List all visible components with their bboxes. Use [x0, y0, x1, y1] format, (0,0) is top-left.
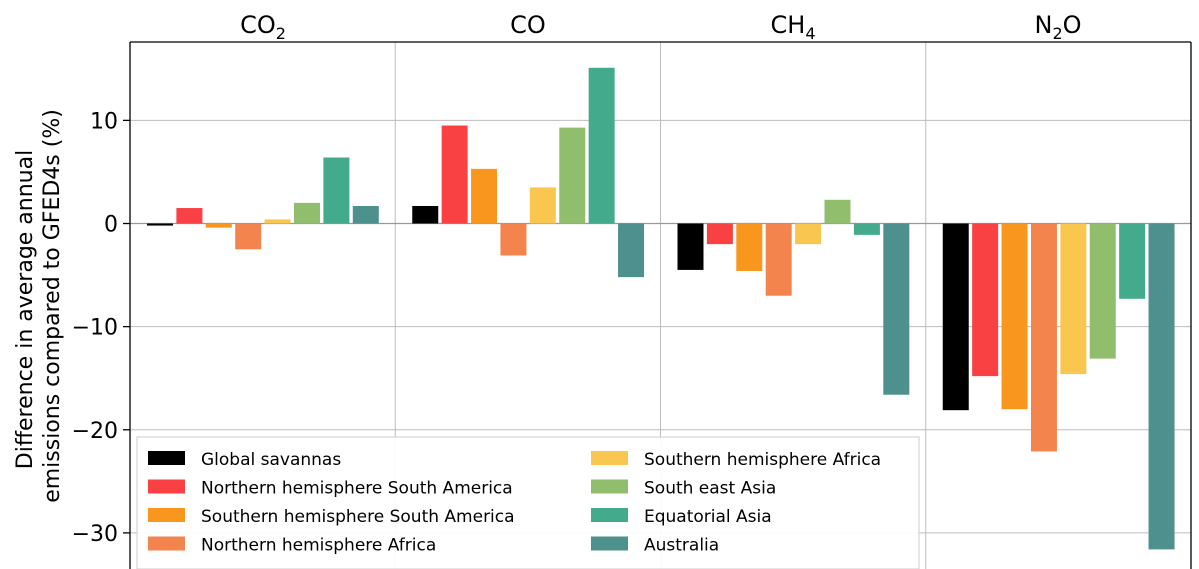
bar — [972, 223, 999, 377]
y-tick-label: −30 — [72, 522, 118, 547]
legend-swatch — [591, 451, 628, 465]
bar — [559, 127, 586, 224]
bar — [883, 223, 910, 395]
bar — [147, 223, 173, 226]
bar — [942, 223, 969, 411]
legend-label: South east Asia — [644, 479, 776, 499]
bar — [618, 223, 645, 278]
bar — [352, 205, 379, 224]
legend-label: Australia — [644, 536, 719, 556]
legend-label: Southern hemisphere Africa — [644, 450, 881, 470]
y-tick-label: −10 — [72, 316, 118, 341]
legend-label: Northern hemisphere Africa — [201, 536, 436, 556]
bar — [471, 168, 498, 224]
bar — [795, 223, 822, 245]
bar — [706, 223, 733, 245]
bar — [765, 223, 792, 296]
y-ticks-layer: 10 0 −10 −20 −30 — [72, 109, 130, 547]
frame-layer — [129, 41, 1192, 569]
legend-items: Global savannas Northern hemisphere South… — [148, 450, 881, 556]
y-tick-label: −20 — [72, 419, 118, 444]
legend-label: Global savannas — [201, 450, 341, 470]
panel-title: CH4 — [771, 11, 816, 43]
bar — [529, 187, 556, 224]
bar — [205, 223, 232, 228]
legend-swatch — [591, 479, 628, 494]
y-tick-label: 0 — [104, 213, 118, 238]
bar — [588, 67, 615, 224]
bars-layer — [147, 67, 1175, 550]
legend-swatch — [591, 508, 628, 522]
bar — [677, 223, 704, 270]
bar — [441, 125, 468, 224]
bar — [176, 208, 203, 224]
legend-label: Southern hemisphere South America — [201, 507, 515, 527]
y-axis-label: Difference in average annual emissions c… — [13, 109, 65, 503]
y-tick-label: 10 — [90, 109, 118, 134]
panel-title: N2O — [1034, 11, 1081, 43]
bar — [294, 202, 320, 224]
bar — [1089, 223, 1116, 359]
bar — [824, 199, 851, 224]
bar — [500, 223, 527, 256]
bar — [235, 223, 262, 250]
bar — [853, 223, 880, 235]
bar — [1060, 223, 1087, 375]
legend-label: Equatorial Asia — [644, 507, 772, 527]
bar — [1001, 223, 1028, 410]
legend-swatch — [148, 536, 185, 551]
bar — [1119, 223, 1146, 299]
legend-label: Northern hemisphere South America — [201, 479, 513, 499]
bar — [1148, 223, 1175, 550]
bar — [412, 205, 439, 224]
legend-box — [136, 436, 920, 569]
legend-swatch — [148, 479, 185, 494]
legend: Global savannas Northern hemisphere South… — [136, 436, 920, 569]
legend-swatch — [148, 508, 185, 522]
panel-title: CO — [510, 11, 546, 39]
panel-title: CO2 — [240, 11, 286, 43]
bar — [323, 157, 350, 224]
legend-swatch — [148, 451, 185, 465]
bar — [1030, 223, 1057, 452]
bar — [264, 219, 291, 224]
legend-swatch — [591, 536, 628, 551]
bar — [736, 223, 763, 271]
